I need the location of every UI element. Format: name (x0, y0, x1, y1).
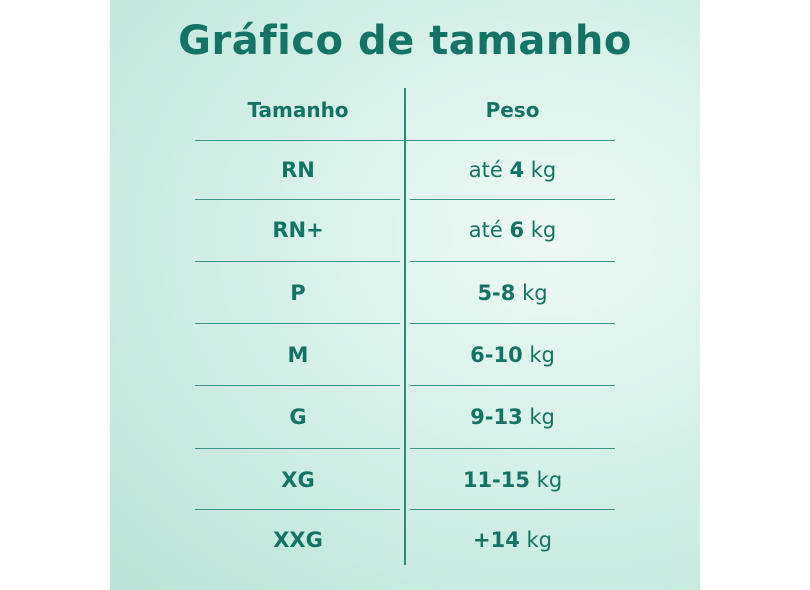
size-cell: XXG (273, 528, 323, 552)
size-cell: RN+ (272, 218, 324, 242)
row-divider (195, 385, 400, 386)
weight-unit: kg (522, 405, 555, 429)
weight-bold: 6 (509, 218, 525, 242)
weight-unit: kg (519, 528, 553, 552)
size-cell: P (290, 281, 306, 305)
size-cell: M (287, 343, 309, 367)
header-weight: Peso (485, 98, 540, 122)
weight-cell: até 6 kg (410, 215, 615, 245)
row-divider (410, 199, 615, 200)
weight-cell: 5-8 kg (410, 278, 615, 308)
weight-bold: 11-15 (462, 468, 530, 492)
row-divider (410, 261, 615, 262)
weight-prefix: até (468, 218, 510, 242)
page-title: Gráfico de tamanho (178, 18, 632, 64)
row-divider (410, 509, 615, 510)
row-divider (195, 199, 400, 200)
header-size: Tamanho (247, 98, 349, 122)
weight-cell: 6-10 kg (410, 340, 615, 370)
row-divider (410, 385, 615, 386)
weight-bold: +14 (473, 528, 520, 552)
weight-bold: 9-13 (470, 405, 523, 429)
size-cell: XG (281, 468, 315, 492)
row-divider (195, 261, 400, 262)
weight-unit: kg (524, 158, 557, 182)
header-divider (195, 140, 615, 141)
weight-unit: kg (530, 468, 563, 492)
size-cell: RN (281, 158, 315, 182)
weight-unit: kg (515, 281, 548, 305)
row-divider (195, 323, 400, 324)
weight-cell: 9-13 kg (410, 402, 615, 432)
weight-prefix: até (468, 158, 510, 182)
column-divider (404, 88, 406, 565)
row-divider (195, 509, 400, 510)
weight-cell: 11-15 kg (410, 465, 615, 495)
weight-cell: +14 kg (410, 525, 615, 555)
weight-unit: kg (522, 343, 555, 367)
row-divider (410, 448, 615, 449)
row-divider (410, 323, 615, 324)
weight-bold: 4 (509, 158, 525, 182)
weight-cell: até 4 kg (410, 155, 615, 185)
weight-unit: kg (524, 218, 557, 242)
weight-bold: 6-10 (470, 343, 523, 367)
size-cell: G (289, 405, 307, 429)
weight-bold: 5-8 (477, 281, 516, 305)
row-divider (195, 448, 400, 449)
